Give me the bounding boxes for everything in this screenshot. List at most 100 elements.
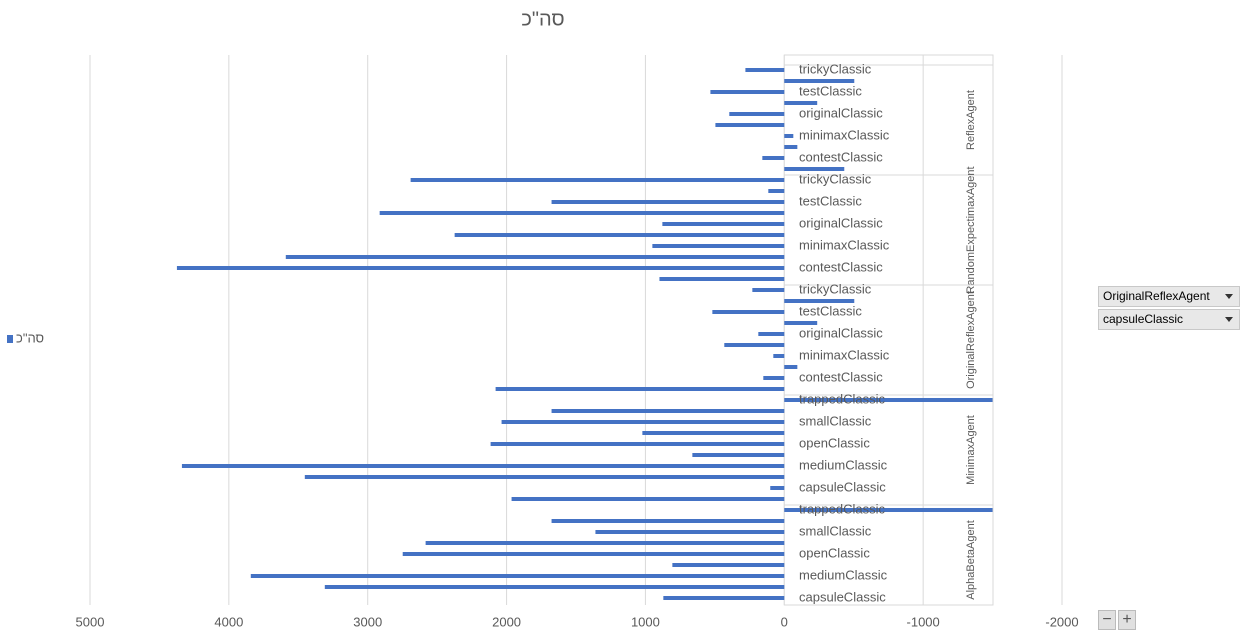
bar (784, 508, 993, 512)
x-tick-label: -2000 (1045, 614, 1078, 629)
filter-dropdown[interactable]: capsuleClassic (1098, 309, 1240, 330)
bar (501, 420, 785, 424)
bar (495, 387, 785, 391)
bar (454, 233, 785, 237)
category-label: trappedClassic (799, 501, 885, 516)
category-label: originalClassic (799, 215, 883, 230)
group-label: OriginalReflexAgent (965, 291, 977, 389)
category-label: contestClassic (799, 259, 883, 274)
bar (784, 101, 818, 105)
bar (511, 497, 785, 501)
bar (662, 222, 785, 226)
bar (712, 310, 785, 314)
bar (181, 464, 785, 468)
category-label: openClassic (799, 545, 870, 560)
bar (551, 519, 785, 523)
bar (784, 398, 993, 402)
legend-label: סה"כ (16, 330, 44, 345)
category-label: testClassic (799, 83, 862, 98)
group-label: ReflexAgent (965, 90, 977, 150)
category-label: trappedClassic (799, 391, 885, 406)
category-label: contestClassic (799, 149, 883, 164)
category-label: contestClassic (799, 369, 883, 384)
bar (773, 354, 785, 358)
category-label: originalClassic (799, 105, 883, 120)
bar (763, 376, 785, 380)
group-label: AlphaBetaAgent (965, 520, 977, 600)
category-label: trickyClassic (799, 61, 872, 76)
category-box (783, 54, 994, 606)
category-label: openClassic (799, 435, 870, 450)
x-tick-label: -1000 (907, 614, 940, 629)
category-label: minimaxClassic (799, 347, 890, 362)
bar (762, 156, 785, 160)
category-label: minimaxClassic (799, 237, 890, 252)
category-label: testClassic (799, 193, 862, 208)
filter-dropdown[interactable]: OriginalReflexAgent (1098, 286, 1240, 307)
bar (784, 134, 794, 138)
category-label: capsuleClassic (799, 479, 886, 494)
bar (672, 563, 785, 567)
bar (595, 530, 785, 534)
bar (304, 475, 785, 479)
bar (784, 321, 818, 325)
legend-swatch (7, 335, 13, 343)
bar (784, 167, 845, 171)
category-label: originalClassic (799, 325, 883, 340)
chart-title: סה"כ (521, 8, 564, 30)
bar (551, 200, 785, 204)
category-label: trickyClassic (799, 281, 872, 296)
bar (770, 486, 785, 490)
category-label: testClassic (799, 303, 862, 318)
filter-text: capsuleClassic (1103, 312, 1184, 326)
x-tick-label: 0 (781, 614, 788, 629)
bar (490, 442, 785, 446)
bar (663, 596, 785, 600)
category-label: smallClassic (799, 413, 872, 428)
bar (692, 453, 785, 457)
group-label: RandomExpectimaxAgent (965, 166, 977, 293)
bar (642, 431, 785, 435)
bar (176, 266, 785, 270)
bar (410, 178, 785, 182)
category-label: smallClassic (799, 523, 872, 538)
bar (659, 277, 785, 281)
x-tick-label: 2000 (492, 614, 521, 629)
bar (715, 123, 785, 127)
category-label: mediumClassic (799, 567, 888, 582)
zoom-in-button[interactable]: + (1118, 610, 1136, 630)
bar (402, 552, 785, 556)
x-tick-label: 5000 (76, 614, 105, 629)
bar (768, 189, 785, 193)
bar (379, 211, 785, 215)
bar (425, 541, 785, 545)
bar (784, 79, 855, 83)
bar (710, 90, 785, 94)
bar (652, 244, 785, 248)
bar (729, 112, 785, 116)
bar (784, 299, 855, 303)
dropdown-arrow (1225, 317, 1233, 322)
zoom-out-button[interactable]: − (1098, 610, 1116, 630)
x-tick-label: 4000 (214, 614, 243, 629)
bar (551, 409, 785, 413)
bar (784, 365, 798, 369)
category-label: capsuleClassic (799, 589, 886, 604)
bar (724, 343, 785, 347)
x-tick-label: 1000 (631, 614, 660, 629)
bar (745, 68, 785, 72)
group-label: MinimaxAgent (965, 415, 977, 485)
x-tick-label: 3000 (353, 614, 382, 629)
dropdown-arrow (1225, 294, 1233, 299)
bar (285, 255, 785, 259)
bar (752, 288, 785, 292)
category-label: trickyClassic (799, 171, 872, 186)
bar (758, 332, 785, 336)
category-label: minimaxClassic (799, 127, 890, 142)
bar (784, 145, 798, 149)
bar (250, 574, 785, 578)
category-label: mediumClassic (799, 457, 888, 472)
bar (324, 585, 785, 589)
